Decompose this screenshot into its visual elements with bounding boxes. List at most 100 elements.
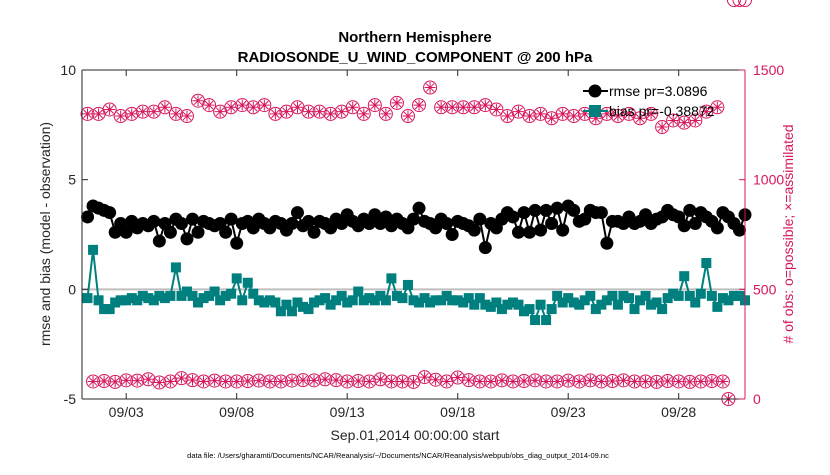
bias-point [286, 306, 297, 317]
bias-point [242, 277, 253, 288]
obs-possible-point [179, 109, 194, 124]
obs-possible-point [610, 109, 625, 124]
bias-point [552, 290, 563, 301]
obs-assimilated-point [501, 110, 513, 122]
obs-possible-point [141, 372, 156, 387]
bias-point [623, 293, 634, 304]
obs-assimilated-point [595, 375, 607, 387]
obs-assimilated-point [214, 106, 226, 118]
rmse-point [567, 203, 581, 217]
bias-point [425, 297, 436, 308]
bias-point [712, 301, 723, 312]
obs-possible-point [323, 106, 338, 121]
bias-point [546, 304, 557, 315]
obs-assimilated-point [601, 108, 613, 120]
rmse-point [683, 203, 697, 217]
obs-assimilated-point [275, 375, 287, 387]
obs-possible-point [561, 373, 576, 388]
bias-point [358, 295, 369, 306]
obs-assimilated-point [126, 108, 138, 120]
obs-assimilated-point [479, 99, 491, 111]
bias-point [115, 295, 126, 306]
obs-assimilated-point [435, 101, 447, 113]
rmse-point [81, 210, 95, 224]
obs-assimilated-point [115, 110, 127, 122]
rmse-point [528, 203, 542, 217]
y-tick-label-right: 500 [753, 281, 777, 297]
rmse-point [219, 225, 233, 239]
rmse-point [147, 214, 161, 228]
obs-possible-point [378, 106, 393, 121]
x-tick-label: 09/03 [109, 404, 144, 420]
obs-assimilated-point [203, 99, 215, 111]
obs-possible-point [566, 109, 581, 124]
bias-point [673, 290, 684, 301]
y-tick-label-left: 10 [60, 62, 76, 78]
obs-possible-point [666, 113, 681, 128]
bias-point [231, 273, 242, 284]
axes: 09/03 09/08 09/13 09/18 09/23 09/28 -5 0 5 10 0 500… [60, 62, 784, 420]
x-axis-label: Sep.01,2014 00:00:00 start [331, 427, 500, 443]
obs-assimilated-point [446, 101, 458, 113]
bias-point [165, 290, 176, 301]
bias-point [220, 290, 231, 301]
obs-assimilated-point [369, 99, 381, 111]
y-tick-label-left: -5 [64, 391, 77, 407]
obs-possible-point [246, 100, 261, 115]
bias-point [563, 293, 574, 304]
obs-assimilated-point [490, 103, 502, 115]
obs-possible-point [196, 374, 211, 389]
bias-point [193, 297, 204, 308]
bias-point [237, 295, 248, 306]
obs-possible-point [732, 0, 747, 7]
obs-assimilated-point [645, 108, 657, 120]
obs-possible-point [152, 375, 167, 390]
bias-point [574, 299, 585, 310]
bias-point [535, 299, 546, 310]
y-tick-label-right: 1500 [753, 62, 784, 78]
bias-point [690, 297, 701, 308]
bias-point [728, 290, 739, 301]
obs-possible-point [583, 373, 598, 388]
y-tick-label-left: 5 [68, 172, 76, 188]
rmse-point [688, 217, 702, 231]
bias-point [596, 299, 607, 310]
rmse-point [224, 212, 238, 226]
bias-point [253, 295, 264, 306]
rmse-point [523, 225, 537, 239]
rmse-point [152, 234, 166, 248]
rmse-point [710, 221, 724, 235]
bias-point [414, 297, 425, 308]
bias-point [82, 293, 93, 304]
obs-assimilated-point [314, 106, 326, 118]
obs-possible-point [528, 373, 543, 388]
legend-bias-label: bias pr=-0.38872 [609, 103, 715, 119]
obs-possible-point [400, 109, 415, 124]
rmse-point [478, 241, 492, 255]
bias-point [342, 297, 353, 308]
obs-assimilated-point [651, 376, 663, 388]
obs-assimilated-point [87, 375, 99, 387]
obs-assimilated-point [413, 99, 425, 111]
obs-possible-point [345, 100, 360, 115]
obs-assimilated-point [98, 375, 110, 387]
obs-assimilated-point [524, 110, 536, 122]
bias-point [386, 273, 397, 284]
bias-point [646, 299, 657, 310]
y-tick-label-right: 0 [753, 391, 761, 407]
bias-point [496, 304, 507, 315]
bias-point [441, 290, 452, 301]
obs-possible-point [124, 106, 139, 121]
bias-point [684, 290, 695, 301]
rmse-point [174, 217, 188, 231]
bias-point [110, 297, 121, 308]
obs-assimilated-point [142, 373, 154, 385]
obs-possible-point [202, 98, 217, 113]
obs-assimilated-point [507, 375, 519, 387]
obs-assimilated-point [656, 121, 668, 133]
obs-possible-point [113, 109, 128, 124]
bias-point [469, 299, 480, 310]
bias-point [491, 297, 502, 308]
rmse-point [407, 212, 420, 226]
bias-point [369, 295, 380, 306]
